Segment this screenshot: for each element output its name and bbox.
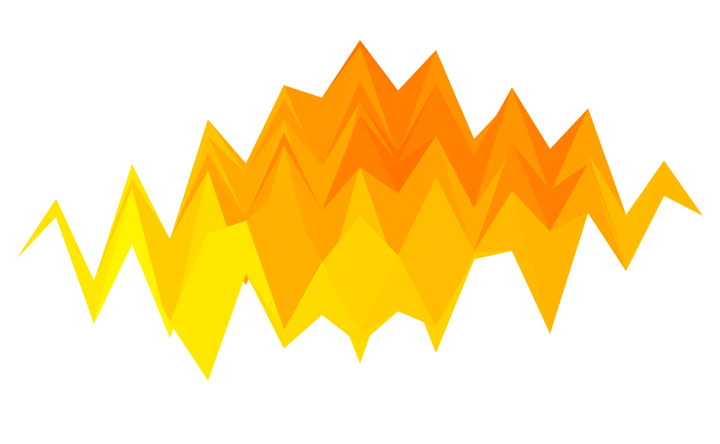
chart [0,0,720,444]
